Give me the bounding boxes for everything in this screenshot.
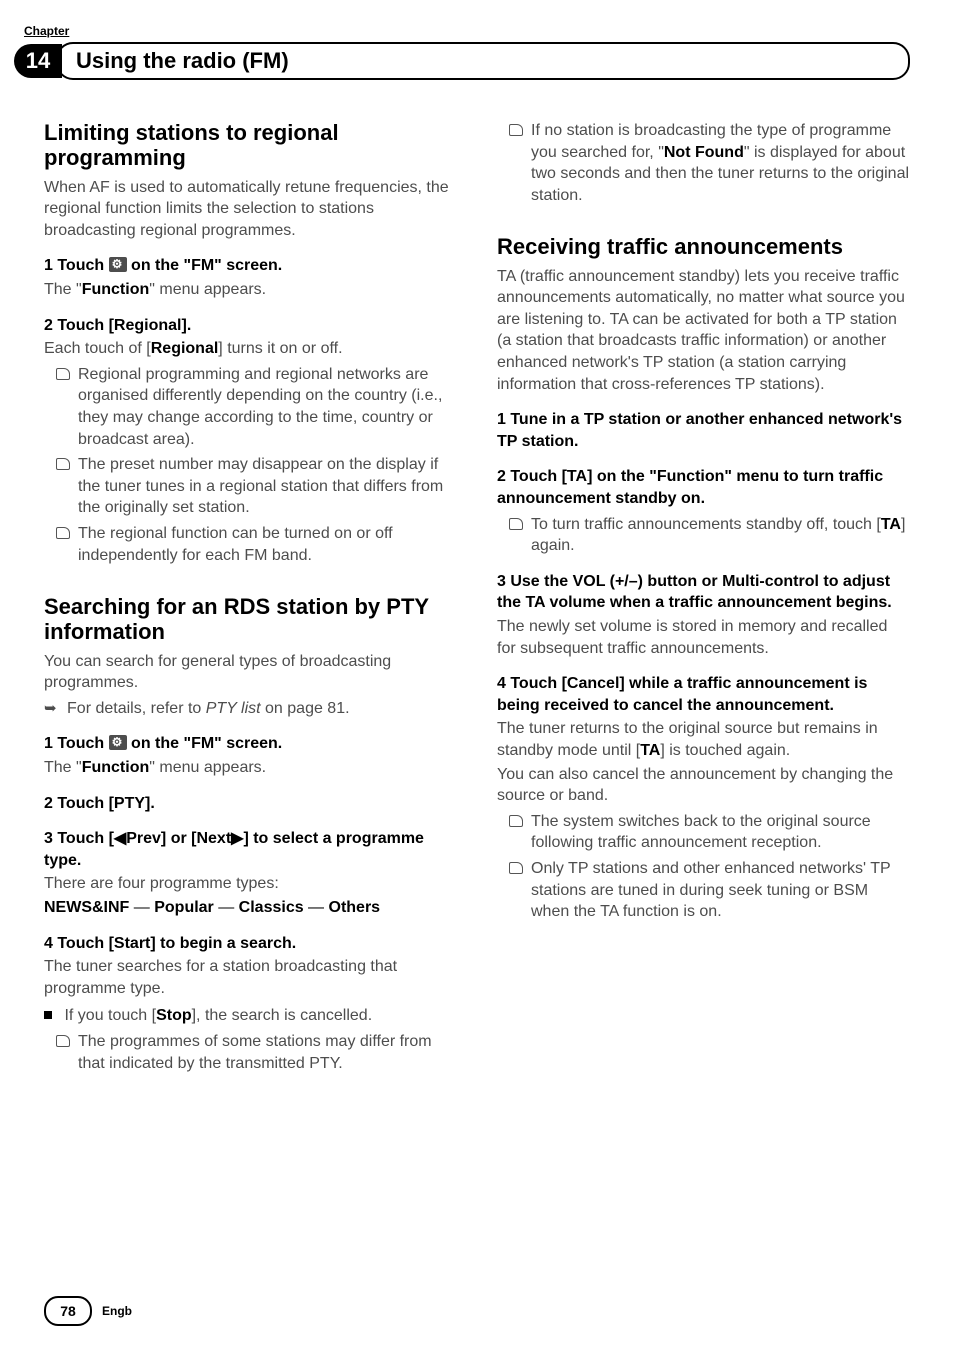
type: Popular <box>154 899 214 916</box>
body-text: TA (traffic announcement standby) lets y… <box>497 266 910 396</box>
note-list: The system switches back to the original… <box>497 811 910 923</box>
note-item: The preset number may disappear on the d… <box>78 454 457 519</box>
right-column: If no station is broadcasting the type o… <box>497 120 910 1078</box>
section-heading: Limiting stations to regional programmin… <box>44 120 457 171</box>
note-item: The programmes of some stations may diff… <box>78 1031 457 1074</box>
programme-types: NEWS&INF — Popular — Classics — Others <box>44 897 457 919</box>
note-item: To turn traffic announcements standby of… <box>531 514 910 557</box>
bold-text: Function <box>82 281 150 298</box>
section-heading: Searching for an RDS station by PTY info… <box>44 594 457 645</box>
function-icon <box>109 257 127 272</box>
text: ] turns it on or off. <box>218 340 342 357</box>
chapter-title: Using the radio (FM) <box>56 42 910 80</box>
text: " menu appears. <box>149 759 266 776</box>
page-footer: 78 Engb <box>44 1296 132 1326</box>
bold-text: TA <box>881 516 901 533</box>
function-icon <box>109 735 127 750</box>
text: The " <box>44 759 82 776</box>
step-heading: 2 Touch [PTY]. <box>44 793 457 815</box>
step-heading: 2 Touch [Regional]. <box>44 315 457 337</box>
text: ], the search is cancelled. <box>192 1007 373 1024</box>
page-number-badge: 78 <box>44 1296 92 1326</box>
note-item: The regional function can be turned on o… <box>78 523 457 566</box>
page: Chapter 14 Using the radio (FM) Limiting… <box>0 0 954 1352</box>
bold-text: Stop <box>156 1007 192 1024</box>
body-text: You can search for general types of broa… <box>44 651 457 694</box>
bold-text: TA <box>640 742 660 759</box>
text: The " <box>44 281 82 298</box>
bold-text: Not Found <box>664 144 744 161</box>
step-text: 1 Touch <box>44 257 109 274</box>
body-text: Each touch of [Regional] turns it on or … <box>44 338 457 360</box>
cross-ref: For details, refer to PTY list on page 8… <box>44 698 457 720</box>
step-text: 1 Touch <box>44 735 109 752</box>
text: Each touch of [ <box>44 340 151 357</box>
language-label: Engb <box>102 1304 132 1318</box>
step-heading: 3 Touch [◀Prev] or [Next▶] to select a p… <box>44 828 457 871</box>
chapter-header: 14 Using the radio (FM) <box>14 42 910 80</box>
type: Others <box>329 899 381 916</box>
body-text: The "Function" menu appears. <box>44 757 457 779</box>
body-text: The newly set volume is stored in memory… <box>497 616 910 659</box>
body-text: The "Function" menu appears. <box>44 279 457 301</box>
body-text: The tuner returns to the original source… <box>497 718 910 761</box>
body-text: The tuner searches for a station broadca… <box>44 956 457 999</box>
bold-text: Regional <box>151 340 219 357</box>
text: ] is touched again. <box>660 742 790 759</box>
note-item: Regional programming and regional networ… <box>78 364 457 450</box>
body-text: When AF is used to automatically retune … <box>44 177 457 242</box>
bold-text: Function <box>82 759 150 776</box>
chapter-label: Chapter <box>24 24 910 38</box>
step-heading: 4 Touch [Start] to begin a search. <box>44 933 457 955</box>
step-heading: 1 Tune in a TP station or another enhanc… <box>497 409 910 452</box>
body-text: You can also cancel the announcement by … <box>497 764 910 807</box>
italic-text: PTY list <box>206 700 261 717</box>
section-heading: Receiving traffic announcements <box>497 234 910 259</box>
step-heading: 3 Use the VOL (+/–) button or Multi-cont… <box>497 571 910 614</box>
note-list: If no station is broadcasting the type o… <box>497 120 910 206</box>
step-heading: 2 Touch [TA] on the "Function" menu to t… <box>497 466 910 509</box>
step-heading: 4 Touch [Cancel] while a traffic announc… <box>497 673 910 716</box>
note-item: The system switches back to the original… <box>531 811 910 854</box>
left-column: Limiting stations to regional programmin… <box>44 120 457 1078</box>
chapter-number-badge: 14 <box>14 44 62 78</box>
note-list: Regional programming and regional networ… <box>44 364 457 566</box>
type: Classics <box>239 899 304 916</box>
note-list: To turn traffic announcements standby of… <box>497 514 910 557</box>
note-item: If no station is broadcasting the type o… <box>531 120 910 206</box>
text: If you touch [ <box>64 1007 156 1024</box>
step-heading: 1 Touch on the "FM" screen. <box>44 255 457 277</box>
step-text: on the "FM" screen. <box>127 735 283 752</box>
note-item: Only TP stations and other enhanced netw… <box>531 858 910 923</box>
body-text: There are four programme types: <box>44 873 457 895</box>
square-bullet-item: If you touch [Stop], the search is cance… <box>44 1005 457 1027</box>
text: For details, refer to <box>67 700 206 717</box>
note-list: The programmes of some stations may diff… <box>44 1031 457 1074</box>
type: NEWS&INF <box>44 899 129 916</box>
step-heading: 1 Touch on the "FM" screen. <box>44 733 457 755</box>
text: on page 81. <box>261 700 350 717</box>
text: " menu appears. <box>149 281 266 298</box>
text: To turn traffic announcements standby of… <box>531 516 881 533</box>
step-text: on the "FM" screen. <box>127 257 283 274</box>
